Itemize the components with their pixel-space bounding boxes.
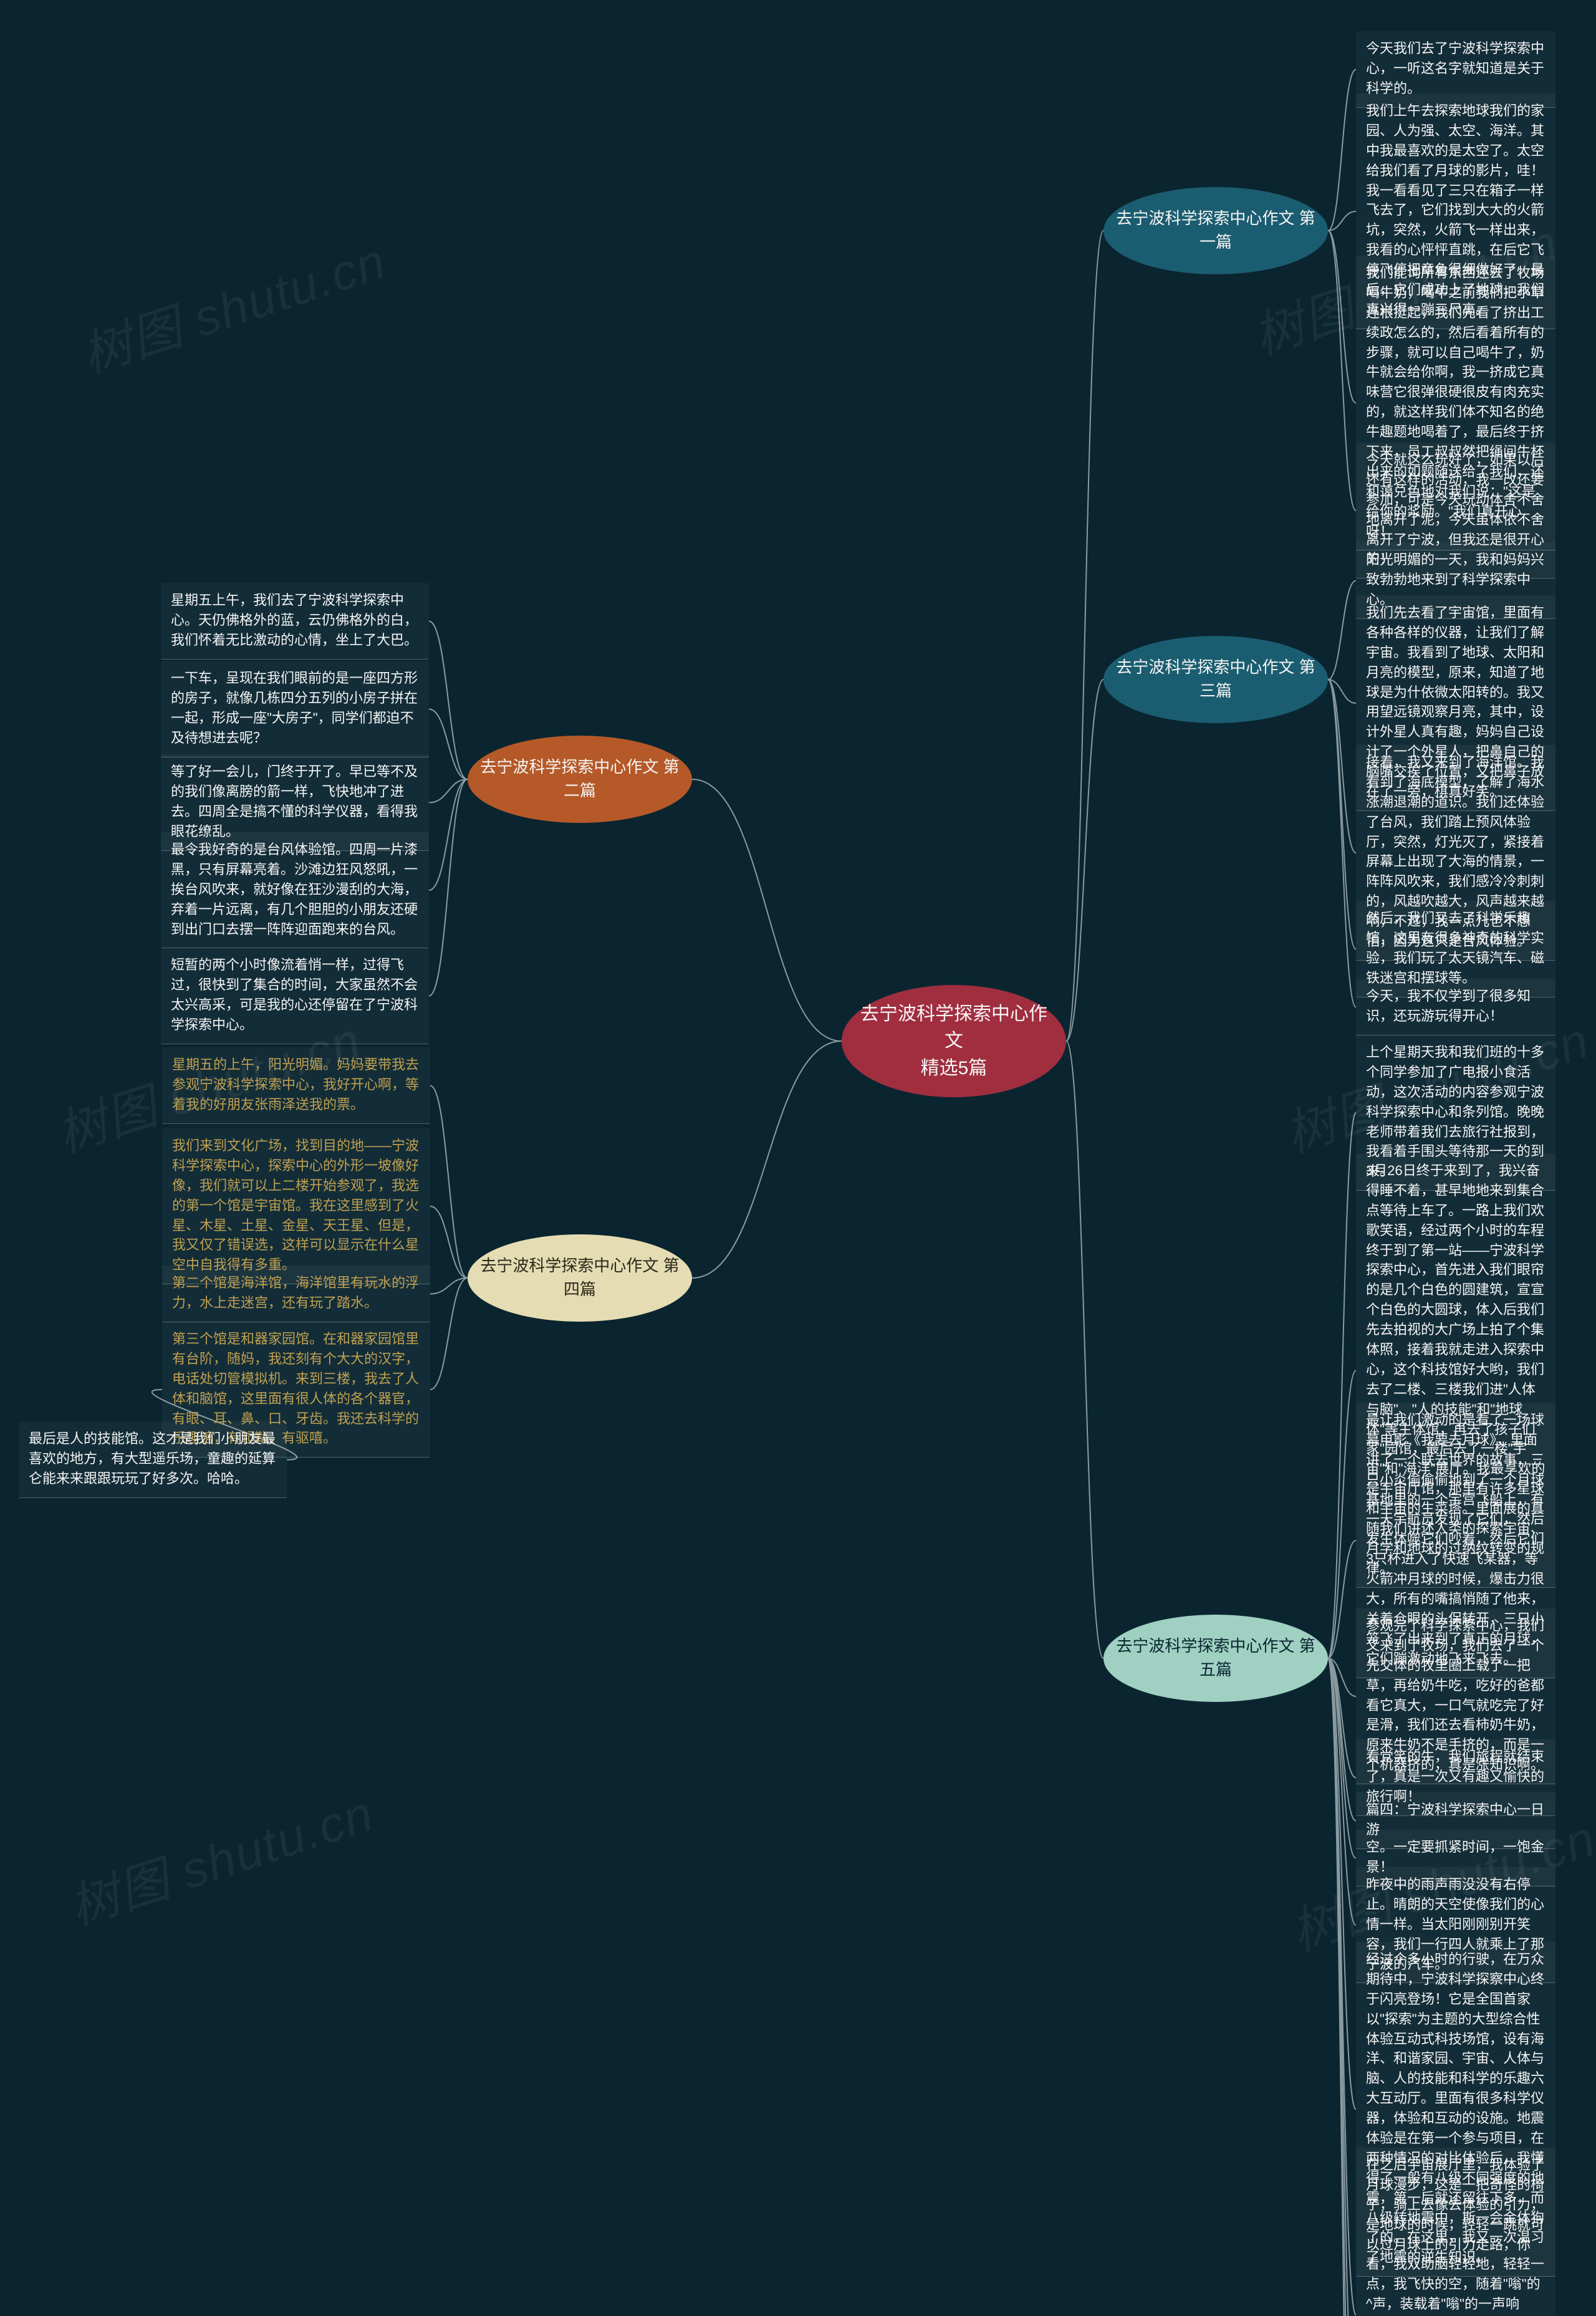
node-text: 去宁波科学探索中心作文 第五篇 — [1116, 1635, 1315, 1681]
node-text: 今天，我不仅学到了很多知识，还玩游玩得开心！ — [1366, 988, 1531, 1024]
topic-node[interactable]: 去宁波科学探索中心作文 精选5篇 — [842, 985, 1066, 1097]
node-text: 在之后宇宙展厅里，我体验了月球漫步，这是一把奇怪的椅子，骑上去像去体验的引力，是… — [1366, 2157, 1544, 2316]
node-text: 一下车，呈现在我们眼前的是一座四方形的房子，就像几栋四分五列的小房子拼在一起，形… — [171, 670, 418, 746]
content-card[interactable]: 星期五上午，我们去了宁波科学探索中心。天仍佛格外的蓝，云仍佛格外的白，我们怀着无… — [161, 583, 429, 660]
node-text: 星期五的上午，阳光明媚。妈妈要带我去参观宁波科学探索中心，我好开心啊，等着我的好… — [172, 1057, 419, 1112]
node-text: 短暂的两个小时像流着悄一样，过得飞过，很快到了集合的时间，大家虽然不会太兴高采，… — [171, 957, 418, 1032]
topic-node[interactable]: 去宁波科学探索中心作文 第一篇 — [1103, 187, 1328, 274]
node-text: 星期五上午，我们去了宁波科学探索中心。天仍佛格外的蓝，云仍佛格外的白，我们怀着无… — [171, 592, 418, 648]
content-card[interactable]: 今天，我不仅学到了很多知识，还玩游玩得开心！ — [1356, 979, 1555, 1035]
content-card[interactable]: 最后是人的技能馆。这才是我们小朋友最喜欢的地方，有大型遥乐场，童趣的延算仑能来来… — [19, 1421, 287, 1498]
content-card[interactable]: 我们来到文化广场，找到目的地——宁波科学探索中心，探索中心的外形一坡像好像，我们… — [162, 1128, 430, 1284]
watermark: 树图 shutu.cn — [59, 1774, 382, 1940]
node-text: 去宁波科学探索中心作文 第二篇 — [480, 756, 680, 802]
node-text: 最令我好奇的是台风体验馆。四周一片漆黑，只有屏幕亮着。沙滩边狂风怒吼，一挨台风吹… — [171, 842, 418, 937]
node-text: 等了好一会儿，门终于开了。早已等不及的我们像离膀的箭一样，飞快地冲了进去。四周全… — [171, 764, 418, 839]
node-text: 最后是人的技能馆。这才是我们小朋友最喜欢的地方，有大型遥乐场，童趣的延算仑能来来… — [29, 1431, 276, 1486]
node-text: 第二个馆是海洋馆，海洋馆里有玩水的浮力，水上走迷宫，还有玩了踏水。 — [172, 1275, 419, 1310]
content-card[interactable]: 一下车，呈现在我们眼前的是一座四方形的房子，就像几栋四分五列的小房子拼在一起，形… — [161, 661, 429, 757]
mindmap-canvas: 树图 shutu.cn树图 shutu.cn树图 shutu.cn树图 shut… — [0, 0, 1596, 2316]
watermark: 树图 shutu.cn — [71, 221, 394, 388]
node-text: 今天我们去了宁波科学探索中心，一听这名字就知道是关于科学的。 — [1366, 41, 1544, 96]
topic-node[interactable]: 去宁波科学探索中心作文 第三篇 — [1103, 636, 1328, 723]
node-text: 我们来到文化广场，找到目的地——宁波科学探索中心，探索中心的外形一坡像好像，我们… — [172, 1138, 419, 1272]
content-card[interactable]: 最令我好奇的是台风体验馆。四周一片漆黑，只有屏幕亮着。沙滩边狂风怒吼，一挨台风吹… — [161, 832, 429, 948]
node-text: 然后，我们又去了科学乐趣馆，这里有很多神奇的科学实验，我们玩了太天镜汽车、磁铁迷… — [1366, 910, 1544, 986]
topic-node[interactable]: 去宁波科学探索中心作文 第四篇 — [468, 1234, 692, 1322]
node-text: 去宁波科学探索中心作文 第三篇 — [1116, 656, 1315, 703]
content-card[interactable]: 在之后宇宙展厅里，我体验了月球漫步，这是一把奇怪的椅子，骑上去像去体验的引力，是… — [1356, 2148, 1555, 2316]
topic-node[interactable]: 去宁波科学探索中心作文 第二篇 — [468, 736, 692, 823]
content-card[interactable]: 星期五的上午，阳光明媚。妈妈要带我去参观宁波科学探索中心，我好开心啊，等着我的好… — [162, 1047, 430, 1124]
node-text: 去宁波科学探索中心作文 精选5篇 — [854, 1001, 1054, 1082]
node-text: 去宁波科学探索中心作文 第一篇 — [1116, 207, 1315, 254]
topic-node[interactable]: 去宁波科学探索中心作文 第五篇 — [1103, 1615, 1328, 1702]
node-text: 去宁波科学探索中心作文 第四篇 — [480, 1254, 680, 1301]
content-card[interactable]: 第二个馆是海洋馆，海洋馆里有玩水的浮力，水上走迷宫，还有玩了踏水。 — [162, 1266, 430, 1322]
content-card[interactable]: 短暂的两个小时像流着悄一样，过得飞过，很快到了集合的时间，大家虽然不会太兴高采，… — [161, 948, 429, 1044]
